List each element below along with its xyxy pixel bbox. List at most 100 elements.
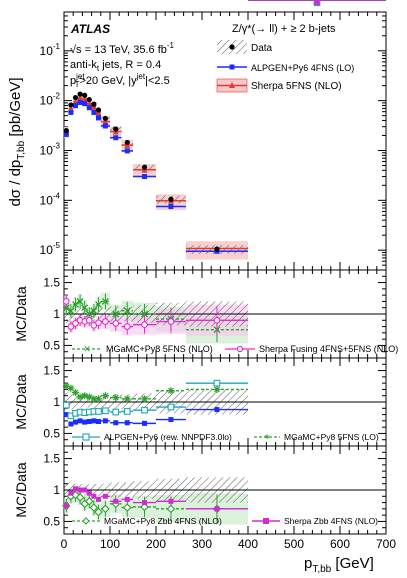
sherpa-point [102,118,109,125]
alpgen-point [63,131,69,137]
ratio2-y-tick-label: 1 [53,395,60,409]
ratio-point [102,418,108,424]
ratio-point [94,507,103,517]
x-axis-label: pT,bb [GeV] [304,555,374,575]
ratio-point [102,493,108,499]
process-title: Z/γ*(→ ll) + ≥ 2 b-jets [232,23,336,35]
ratio-point [73,486,78,492]
ratio1-legend: ✕ MGaMC+Py8 5FNS (NLO) Sherpa Fusing 4FN… [72,344,398,354]
ratio-point [113,420,119,426]
ratio-point [85,310,93,318]
ratio3-legend-sherpa-label: Sherpa Zbb 4FNS (NLO) [284,516,378,526]
ratio-point [167,318,175,325]
ratio-point [141,395,148,402]
ratio-point [95,408,102,415]
ratio-point [63,503,69,509]
data-point [113,126,119,132]
ratio-point [124,395,131,402]
ratio-point [102,392,109,399]
ratio2-legend-alpgen-rew-label: ALPGEN+Py6 (rew. NNPDF3.0lo) [104,432,232,442]
sherpa-point [77,95,84,102]
data-point [82,92,88,98]
ratio-point [62,401,70,409]
x-tick-label: 400 [238,537,258,551]
ratio-point [72,389,79,396]
sherpa-point [124,142,131,149]
ratio-point [123,323,131,330]
ratio-point [112,394,119,401]
ratio-point [67,385,74,392]
svg-text:✕: ✕ [83,344,91,354]
data-point [86,96,92,103]
ratio-point [76,297,84,305]
ratio1-y-tick-label: 1 [53,307,60,321]
data-point [77,91,83,97]
main-legend: Data ALPGEN+Py6 4FNS (LO) Sherpa 5FNS (N… [216,40,354,93]
ratio1-legend-sherpa-label: Sherpa Fusing 4FNS+5FNS (NLO) [259,344,398,354]
alpgen-point [124,148,130,154]
ratio-point [214,407,220,413]
ratio-point [123,408,131,415]
x-tick-label: 300 [192,537,212,551]
ratio-point [112,310,120,318]
data-point [63,128,69,134]
ratio2-y-tick-label: 1.5 [43,364,60,378]
ratio-point [167,403,175,411]
ratio-point [166,504,176,514]
ratio-point [96,418,101,424]
ratio-point [67,323,75,330]
ratio-point [102,407,109,415]
main-y-tick-label: 10-3 [40,141,61,157]
ratio-point [140,502,149,512]
ratio-panel-3: 0.5 1 1.5 MC/Data MGaMC+Py8 Zbb 4FNS (NLO)… [13,0,387,535]
ratio-point [141,406,148,414]
main-plot-area [63,0,386,260]
ratio-point [142,420,147,426]
ratio-point [77,487,83,493]
ratio-point [67,307,75,315]
main-y-axis: 10-5 10-4 10-3 10-2 10-1 [40,15,386,271]
ratio-point [81,304,89,312]
jet-cut-text: pjet T>20 GeV, |yjet|<2.5 [70,72,170,89]
alpgen-point [168,204,174,210]
x-tick-label: 200 [146,537,166,551]
x-axis: 0 100 200 300 400 500 600 700 [61,12,396,551]
ratio-point [141,321,148,329]
x-tick-label: 700 [376,537,396,551]
atlas-label: ATLAS [70,22,110,36]
ratio-point [141,310,148,318]
ratio-point [72,301,79,309]
ratio-point [77,418,83,424]
ratio-point [90,307,98,315]
data-point [68,102,74,108]
ratio-point [62,298,70,305]
ratio-point [68,490,74,496]
ratio3-y-tick-label: 1 [53,483,60,497]
ratio-point [214,506,220,512]
ratio-point [168,498,174,504]
main-y-tick-label: 10-5 [40,241,61,257]
ratio3-y-tick-label: 0.5 [43,514,60,528]
ratio-point [68,421,74,427]
data-point [168,196,174,202]
data-point [102,115,108,122]
x-tick-label: 600 [330,537,350,551]
legend-sherpa-marker [229,82,235,88]
ratio3-legend: MGaMC+Py8 Zbb 4FNS (NLO) Sherpa Zbb 4FNS… [72,516,378,526]
ratio1-y-label: MC/Data [13,286,29,341]
ratio-point [91,418,97,424]
ratio-point [86,394,93,400]
ratio-point [63,383,70,390]
ratio-point [168,417,174,423]
alpgen-point [73,103,78,109]
ratio-point [124,420,130,426]
ratio-point [75,493,85,502]
alpgen-point [142,174,147,180]
ratio3-y-label: MC/Data [13,462,29,517]
ratio1-plot-area [62,0,386,344]
x-tick-label: 100 [100,537,120,551]
ratio-point [124,496,130,502]
data-point [95,107,102,113]
ratio2-y-label: MC/Data [13,374,29,429]
ratio-point [63,412,69,418]
